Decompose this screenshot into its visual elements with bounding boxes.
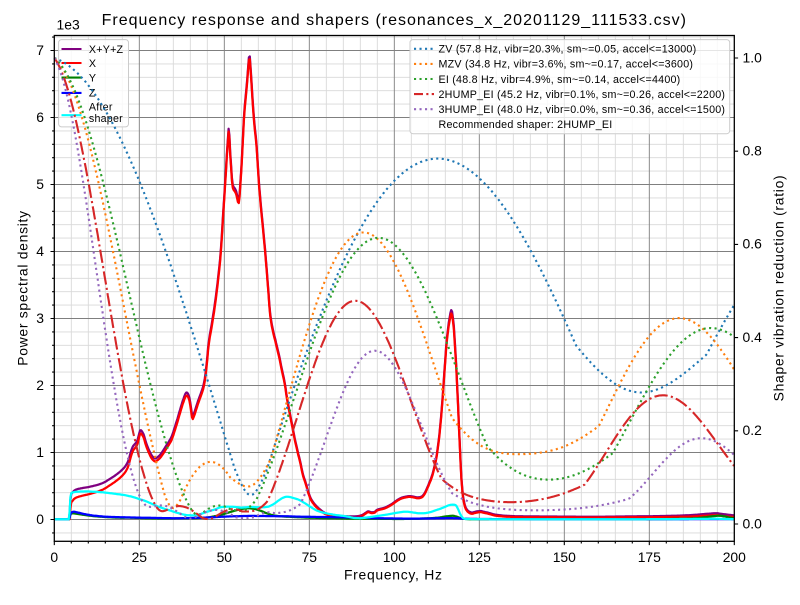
svg-text:3: 3 xyxy=(36,310,44,326)
svg-text:0.4: 0.4 xyxy=(743,329,763,345)
svg-text:Frequency response and shapers: Frequency response and shapers (resonanc… xyxy=(102,12,687,29)
svg-text:0.8: 0.8 xyxy=(743,143,763,159)
svg-text:shaper: shaper xyxy=(89,113,123,125)
svg-text:3HUMP_EI (48.0 Hz, vibr=0.0%,: 3HUMP_EI (48.0 Hz, vibr=0.0%, sm~=0.36, … xyxy=(439,104,726,116)
svg-text:0.6: 0.6 xyxy=(743,236,763,252)
svg-text:6: 6 xyxy=(36,109,44,125)
svg-text:75: 75 xyxy=(302,549,318,565)
svg-text:0: 0 xyxy=(36,511,44,527)
svg-text:Power spectral density: Power spectral density xyxy=(15,210,31,366)
svg-text:100: 100 xyxy=(383,549,406,565)
svg-text:200: 200 xyxy=(723,549,746,565)
svg-text:2HUMP_EI (45.2 Hz, vibr=0.1%,: 2HUMP_EI (45.2 Hz, vibr=0.1%, sm~=0.26, … xyxy=(439,89,726,101)
svg-text:X+Y+Z: X+Y+Z xyxy=(89,44,124,56)
svg-text:1: 1 xyxy=(36,444,44,460)
svg-text:Z: Z xyxy=(89,88,96,100)
svg-text:5: 5 xyxy=(36,176,44,192)
svg-text:MZV (34.8 Hz, vibr=3.6%, sm~=0: MZV (34.8 Hz, vibr=3.6%, sm~=0.17, accel… xyxy=(439,59,694,71)
svg-text:1.0: 1.0 xyxy=(743,49,763,65)
svg-text:4: 4 xyxy=(36,243,44,259)
svg-text:After: After xyxy=(89,102,113,114)
svg-text:2: 2 xyxy=(36,377,44,393)
svg-text:0.2: 0.2 xyxy=(743,422,763,438)
svg-text:125: 125 xyxy=(468,549,491,565)
svg-text:EI (48.8 Hz, vibr=4.9%, sm~=0.: EI (48.8 Hz, vibr=4.9%, sm~=0.14, accel<… xyxy=(439,74,681,86)
svg-text:150: 150 xyxy=(553,549,576,565)
svg-text:Y: Y xyxy=(89,72,96,84)
svg-text:1e3: 1e3 xyxy=(57,17,80,33)
svg-text:Recommended shaper: 2HUMP_EI: Recommended shaper: 2HUMP_EI xyxy=(439,119,613,131)
svg-text:X: X xyxy=(89,58,96,70)
svg-text:175: 175 xyxy=(638,549,661,565)
svg-text:7: 7 xyxy=(36,42,44,58)
svg-text:50: 50 xyxy=(217,549,233,565)
svg-text:0: 0 xyxy=(50,549,58,565)
svg-text:ZV (57.8 Hz, vibr=20.3%, sm~=0: ZV (57.8 Hz, vibr=20.3%, sm~=0.05, accel… xyxy=(439,44,697,56)
svg-text:0.0: 0.0 xyxy=(743,515,763,531)
svg-text:25: 25 xyxy=(132,549,148,565)
svg-text:Shaper vibration reduction (ra: Shaper vibration reduction (ratio) xyxy=(771,175,787,402)
svg-text:Frequency, Hz: Frequency, Hz xyxy=(344,567,443,583)
